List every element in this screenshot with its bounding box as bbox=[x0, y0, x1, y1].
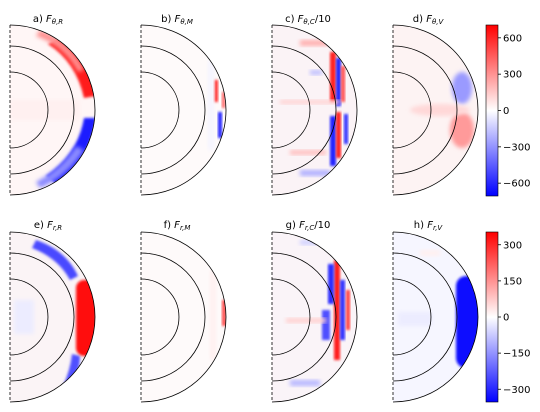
panel-title-symbol: F bbox=[46, 14, 52, 25]
panel-a bbox=[9, 24, 96, 196]
panel-title-label: g) bbox=[286, 220, 299, 231]
flux-field-c bbox=[280, 40, 348, 176]
panel-title-subscript: r,M bbox=[180, 224, 191, 232]
colorbar-tick-label: 300 bbox=[503, 240, 522, 251]
panel-title: a) Fθ,R bbox=[33, 14, 63, 26]
panel-g bbox=[271, 231, 358, 403]
panel-title-subscript: θ,R bbox=[52, 18, 64, 26]
panel-title: f) Fr,M bbox=[164, 220, 191, 232]
panel-title: e) Fr,R bbox=[34, 220, 62, 232]
colorbar-top: 600 300 0 −300 −600 bbox=[485, 24, 530, 197]
colorbar-tick-label: 300 bbox=[503, 70, 522, 81]
panel-title-symbol: F bbox=[174, 220, 180, 231]
panel-d bbox=[392, 24, 479, 196]
panel-c bbox=[271, 24, 358, 196]
colorbar-bottom: 300 150 0 −150 −300 bbox=[485, 231, 530, 403]
panel-titles: a) Fθ,R b) Fθ,M c) Fθ,C/10 d) Fθ,V e) Fr,R f)… bbox=[33, 14, 445, 232]
panel-title-subscript: θ,C bbox=[303, 18, 315, 26]
panel-title: d) Fθ,V bbox=[413, 14, 445, 26]
flux-field-b bbox=[208, 60, 225, 150]
panel-title: h) Fr,V bbox=[414, 220, 444, 232]
panel-title-label: d) bbox=[413, 14, 426, 25]
flux-field-f bbox=[210, 270, 226, 360]
panel-title-symbol: F bbox=[426, 14, 432, 25]
panel-h bbox=[392, 231, 479, 403]
panel-title-subscript: θ,M bbox=[180, 18, 193, 26]
panel-title-label: h) bbox=[414, 220, 427, 231]
flux-field-e bbox=[14, 240, 95, 392]
panel-title-symbol: F bbox=[47, 220, 53, 231]
panel-title-subscript: r,V bbox=[433, 224, 443, 232]
panel-title-subscript: r,R bbox=[53, 224, 62, 232]
colorbar-tick-label: 0 bbox=[503, 106, 509, 117]
panel-title-label: c) bbox=[285, 14, 298, 25]
panel-title-label: e) bbox=[34, 220, 47, 231]
flux-field-d bbox=[410, 72, 474, 148]
colorbar-tick-label: 0 bbox=[503, 313, 509, 324]
colorbar-tick-label: 150 bbox=[503, 276, 522, 287]
panel-e bbox=[9, 231, 96, 403]
panel-title: c) Fθ,C/10 bbox=[285, 14, 331, 26]
panel-title-label: b) bbox=[161, 14, 174, 25]
panel-title-subscript: r,C bbox=[305, 224, 314, 232]
panel-title-symbol: F bbox=[427, 220, 433, 231]
panel-title: g) Fr,C/10 bbox=[286, 220, 331, 232]
panel-title-symbol: F bbox=[298, 14, 304, 25]
panel-title-suffix: /10 bbox=[315, 14, 331, 25]
panel-title-label: a) bbox=[33, 14, 46, 25]
colorbar-tick-label: −150 bbox=[503, 349, 530, 360]
colorbar-top-ticks: 600 300 0 −300 −600 bbox=[498, 33, 530, 190]
colorbar-tick-label: −300 bbox=[503, 385, 530, 396]
colorbar-tick-label: −600 bbox=[503, 179, 530, 190]
panel-b bbox=[140, 24, 227, 196]
panel-title-label: f) bbox=[164, 220, 175, 231]
panel-f bbox=[140, 231, 227, 403]
colorbar-bottom-ticks: 300 150 0 −150 −300 bbox=[498, 240, 530, 396]
panel-title-suffix: /10 bbox=[314, 220, 330, 231]
panel-title-symbol: F bbox=[299, 220, 305, 231]
flux-field-a bbox=[10, 30, 95, 188]
panel-title-subscript: θ,V bbox=[432, 18, 445, 26]
panel-title: b) Fθ,M bbox=[161, 14, 193, 26]
flux-field-g bbox=[286, 240, 350, 386]
panel-title-symbol: F bbox=[175, 14, 181, 25]
colorbar-tick-label: −300 bbox=[503, 142, 530, 153]
colorbar-tick-label: 600 bbox=[503, 33, 522, 44]
